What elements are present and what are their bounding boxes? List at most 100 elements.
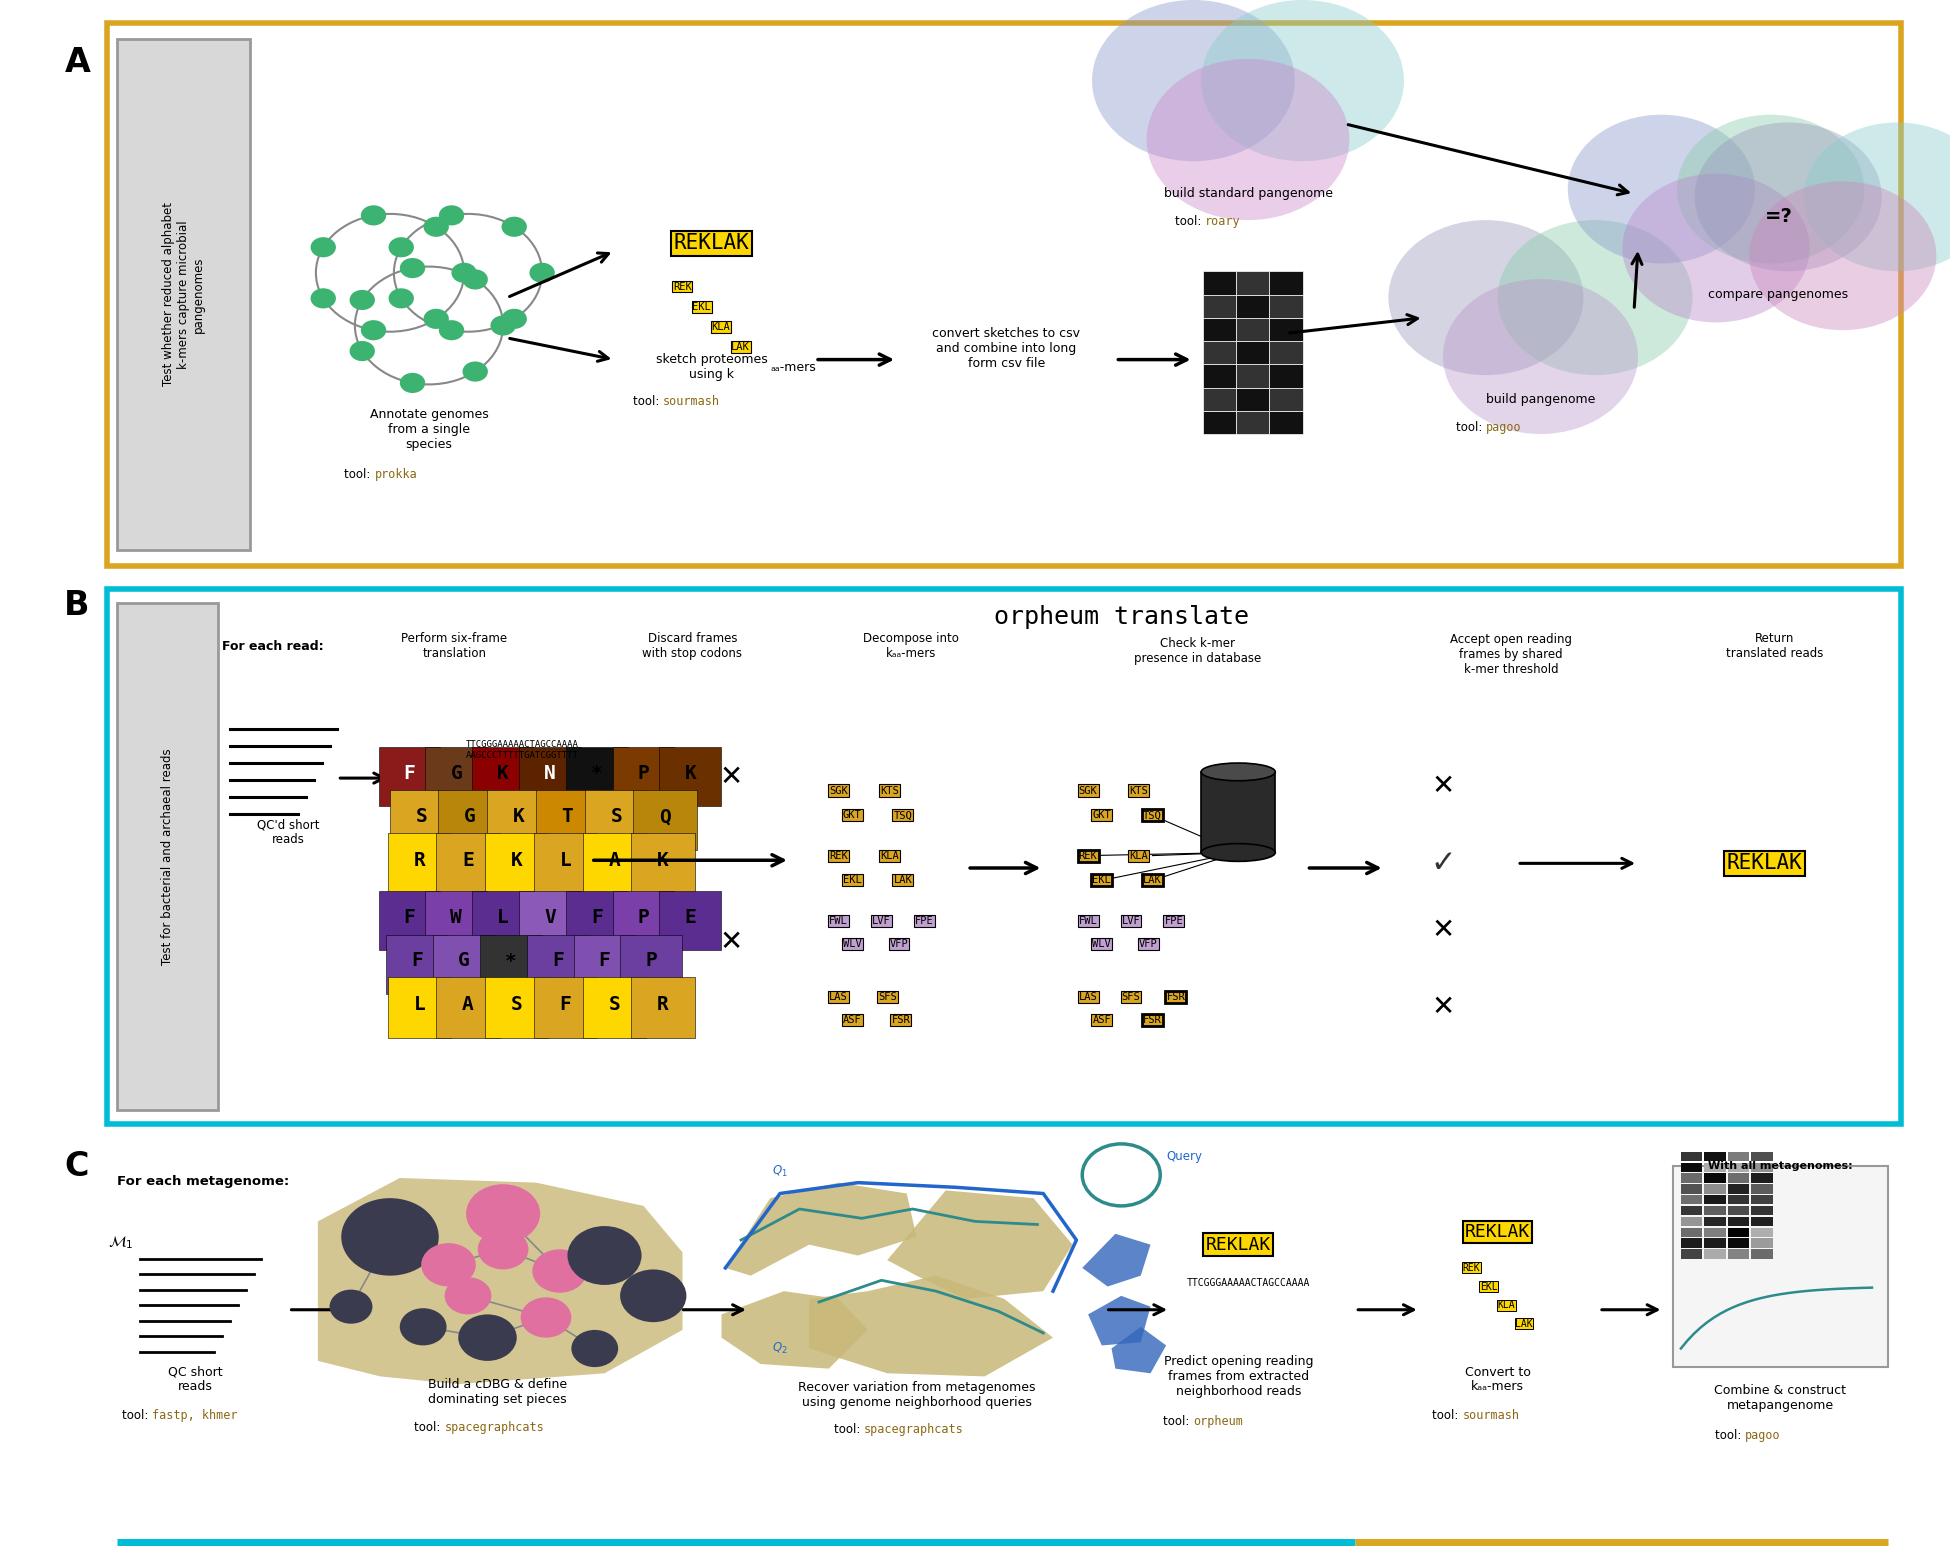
FancyBboxPatch shape: [386, 935, 448, 994]
Text: spacegraphcats: spacegraphcats: [864, 1423, 963, 1435]
Text: GKT: GKT: [1092, 811, 1111, 820]
Circle shape: [462, 361, 488, 381]
Text: ✕: ✕: [1431, 916, 1455, 944]
FancyBboxPatch shape: [573, 935, 636, 994]
Bar: [1704, 1249, 1726, 1259]
Polygon shape: [725, 1183, 916, 1276]
Text: EKL: EKL: [842, 876, 862, 885]
Circle shape: [330, 1290, 372, 1324]
Text: pagoo: pagoo: [1486, 422, 1521, 434]
Text: ₐₐ-mers: ₐₐ-mers: [770, 361, 815, 374]
Bar: [1203, 318, 1236, 341]
Text: SGK: SGK: [829, 786, 848, 795]
Text: Perform six-frame
translation: Perform six-frame translation: [402, 632, 507, 660]
Text: F: F: [411, 952, 423, 970]
Text: ✓: ✓: [1429, 849, 1457, 877]
FancyBboxPatch shape: [1673, 1166, 1888, 1367]
Circle shape: [445, 1277, 491, 1314]
FancyBboxPatch shape: [439, 790, 501, 849]
Text: TTCGGGAAAAACTAGCCAAAA: TTCGGGAAAAACTAGCCAAAA: [1186, 1279, 1310, 1288]
Text: ASF: ASF: [1092, 1015, 1111, 1025]
Text: tool:: tool:: [1176, 215, 1205, 228]
Text: build standard pangenome: build standard pangenome: [1164, 188, 1332, 200]
Text: R: R: [413, 851, 425, 870]
Text: orpheum translate: orpheum translate: [994, 604, 1248, 629]
FancyBboxPatch shape: [117, 39, 250, 550]
Circle shape: [567, 1226, 642, 1285]
Text: FSR: FSR: [891, 1015, 911, 1025]
Text: LVF: LVF: [1121, 916, 1141, 925]
Bar: [1704, 1173, 1726, 1183]
Text: $Q_2$: $Q_2$: [772, 1341, 788, 1356]
Bar: [1269, 341, 1303, 364]
Bar: [1751, 1238, 1773, 1248]
Text: LAK: LAK: [893, 876, 913, 885]
Text: Annotate genomes
from a single
species: Annotate genomes from a single species: [370, 408, 488, 451]
Bar: [1269, 271, 1303, 294]
Text: sourmash: sourmash: [663, 395, 720, 408]
Text: FWL: FWL: [829, 916, 848, 925]
Circle shape: [1388, 220, 1583, 375]
Text: WLV: WLV: [1092, 939, 1111, 949]
Bar: [1728, 1249, 1749, 1259]
Text: GKT: GKT: [842, 811, 862, 820]
Text: pagoo: pagoo: [1745, 1429, 1780, 1442]
Text: L: L: [560, 851, 571, 870]
Text: TSQ: TSQ: [1143, 811, 1162, 820]
Circle shape: [361, 321, 386, 341]
Text: F: F: [560, 995, 571, 1014]
Text: REK: REK: [673, 282, 692, 291]
Text: ✕: ✕: [720, 763, 743, 790]
Circle shape: [400, 257, 425, 277]
FancyBboxPatch shape: [534, 978, 597, 1038]
Text: A: A: [608, 851, 620, 870]
Bar: [1728, 1173, 1749, 1183]
Text: EKL: EKL: [692, 302, 712, 312]
Bar: [1728, 1152, 1749, 1161]
Circle shape: [1498, 220, 1693, 375]
Bar: [1236, 364, 1269, 388]
Text: tool:: tool:: [1433, 1409, 1462, 1421]
Circle shape: [1568, 115, 1755, 264]
Text: VFP: VFP: [1139, 939, 1158, 949]
Text: V: V: [544, 908, 556, 927]
FancyBboxPatch shape: [585, 790, 647, 849]
Text: ✕: ✕: [1431, 772, 1455, 800]
Text: F: F: [591, 908, 603, 927]
Text: P: P: [638, 764, 649, 783]
Circle shape: [1749, 181, 1936, 330]
FancyBboxPatch shape: [583, 834, 645, 893]
Bar: [1203, 271, 1236, 294]
Text: tool:: tool:: [634, 395, 663, 408]
Text: A: A: [462, 995, 474, 1014]
Text: LVF: LVF: [872, 916, 891, 925]
Text: A: A: [64, 46, 90, 79]
Text: E: E: [462, 851, 474, 870]
Text: F: F: [552, 952, 564, 970]
Ellipse shape: [1201, 763, 1275, 781]
Text: G: G: [464, 808, 476, 826]
Text: Q: Q: [659, 808, 671, 826]
Bar: [1681, 1184, 1702, 1194]
Circle shape: [462, 270, 488, 290]
Bar: [1203, 364, 1236, 388]
FancyBboxPatch shape: [486, 834, 548, 893]
Bar: [1236, 294, 1269, 318]
FancyBboxPatch shape: [437, 978, 499, 1038]
Text: For each metagenome:: For each metagenome:: [117, 1175, 289, 1187]
Text: *: *: [505, 952, 517, 970]
Circle shape: [341, 1198, 439, 1276]
Bar: [1203, 341, 1236, 364]
Text: LAK: LAK: [1515, 1319, 1533, 1328]
Text: REKLAK: REKLAK: [675, 234, 749, 253]
Bar: [1704, 1195, 1726, 1204]
Circle shape: [1677, 115, 1864, 264]
Circle shape: [521, 1297, 571, 1338]
FancyBboxPatch shape: [659, 747, 722, 806]
Text: prokka: prokka: [374, 468, 417, 480]
FancyBboxPatch shape: [480, 935, 542, 994]
Text: Discard frames
with stop codons: Discard frames with stop codons: [642, 632, 743, 660]
Text: KLA: KLA: [712, 322, 731, 332]
FancyBboxPatch shape: [632, 834, 694, 893]
Text: SFS: SFS: [1121, 992, 1141, 1001]
